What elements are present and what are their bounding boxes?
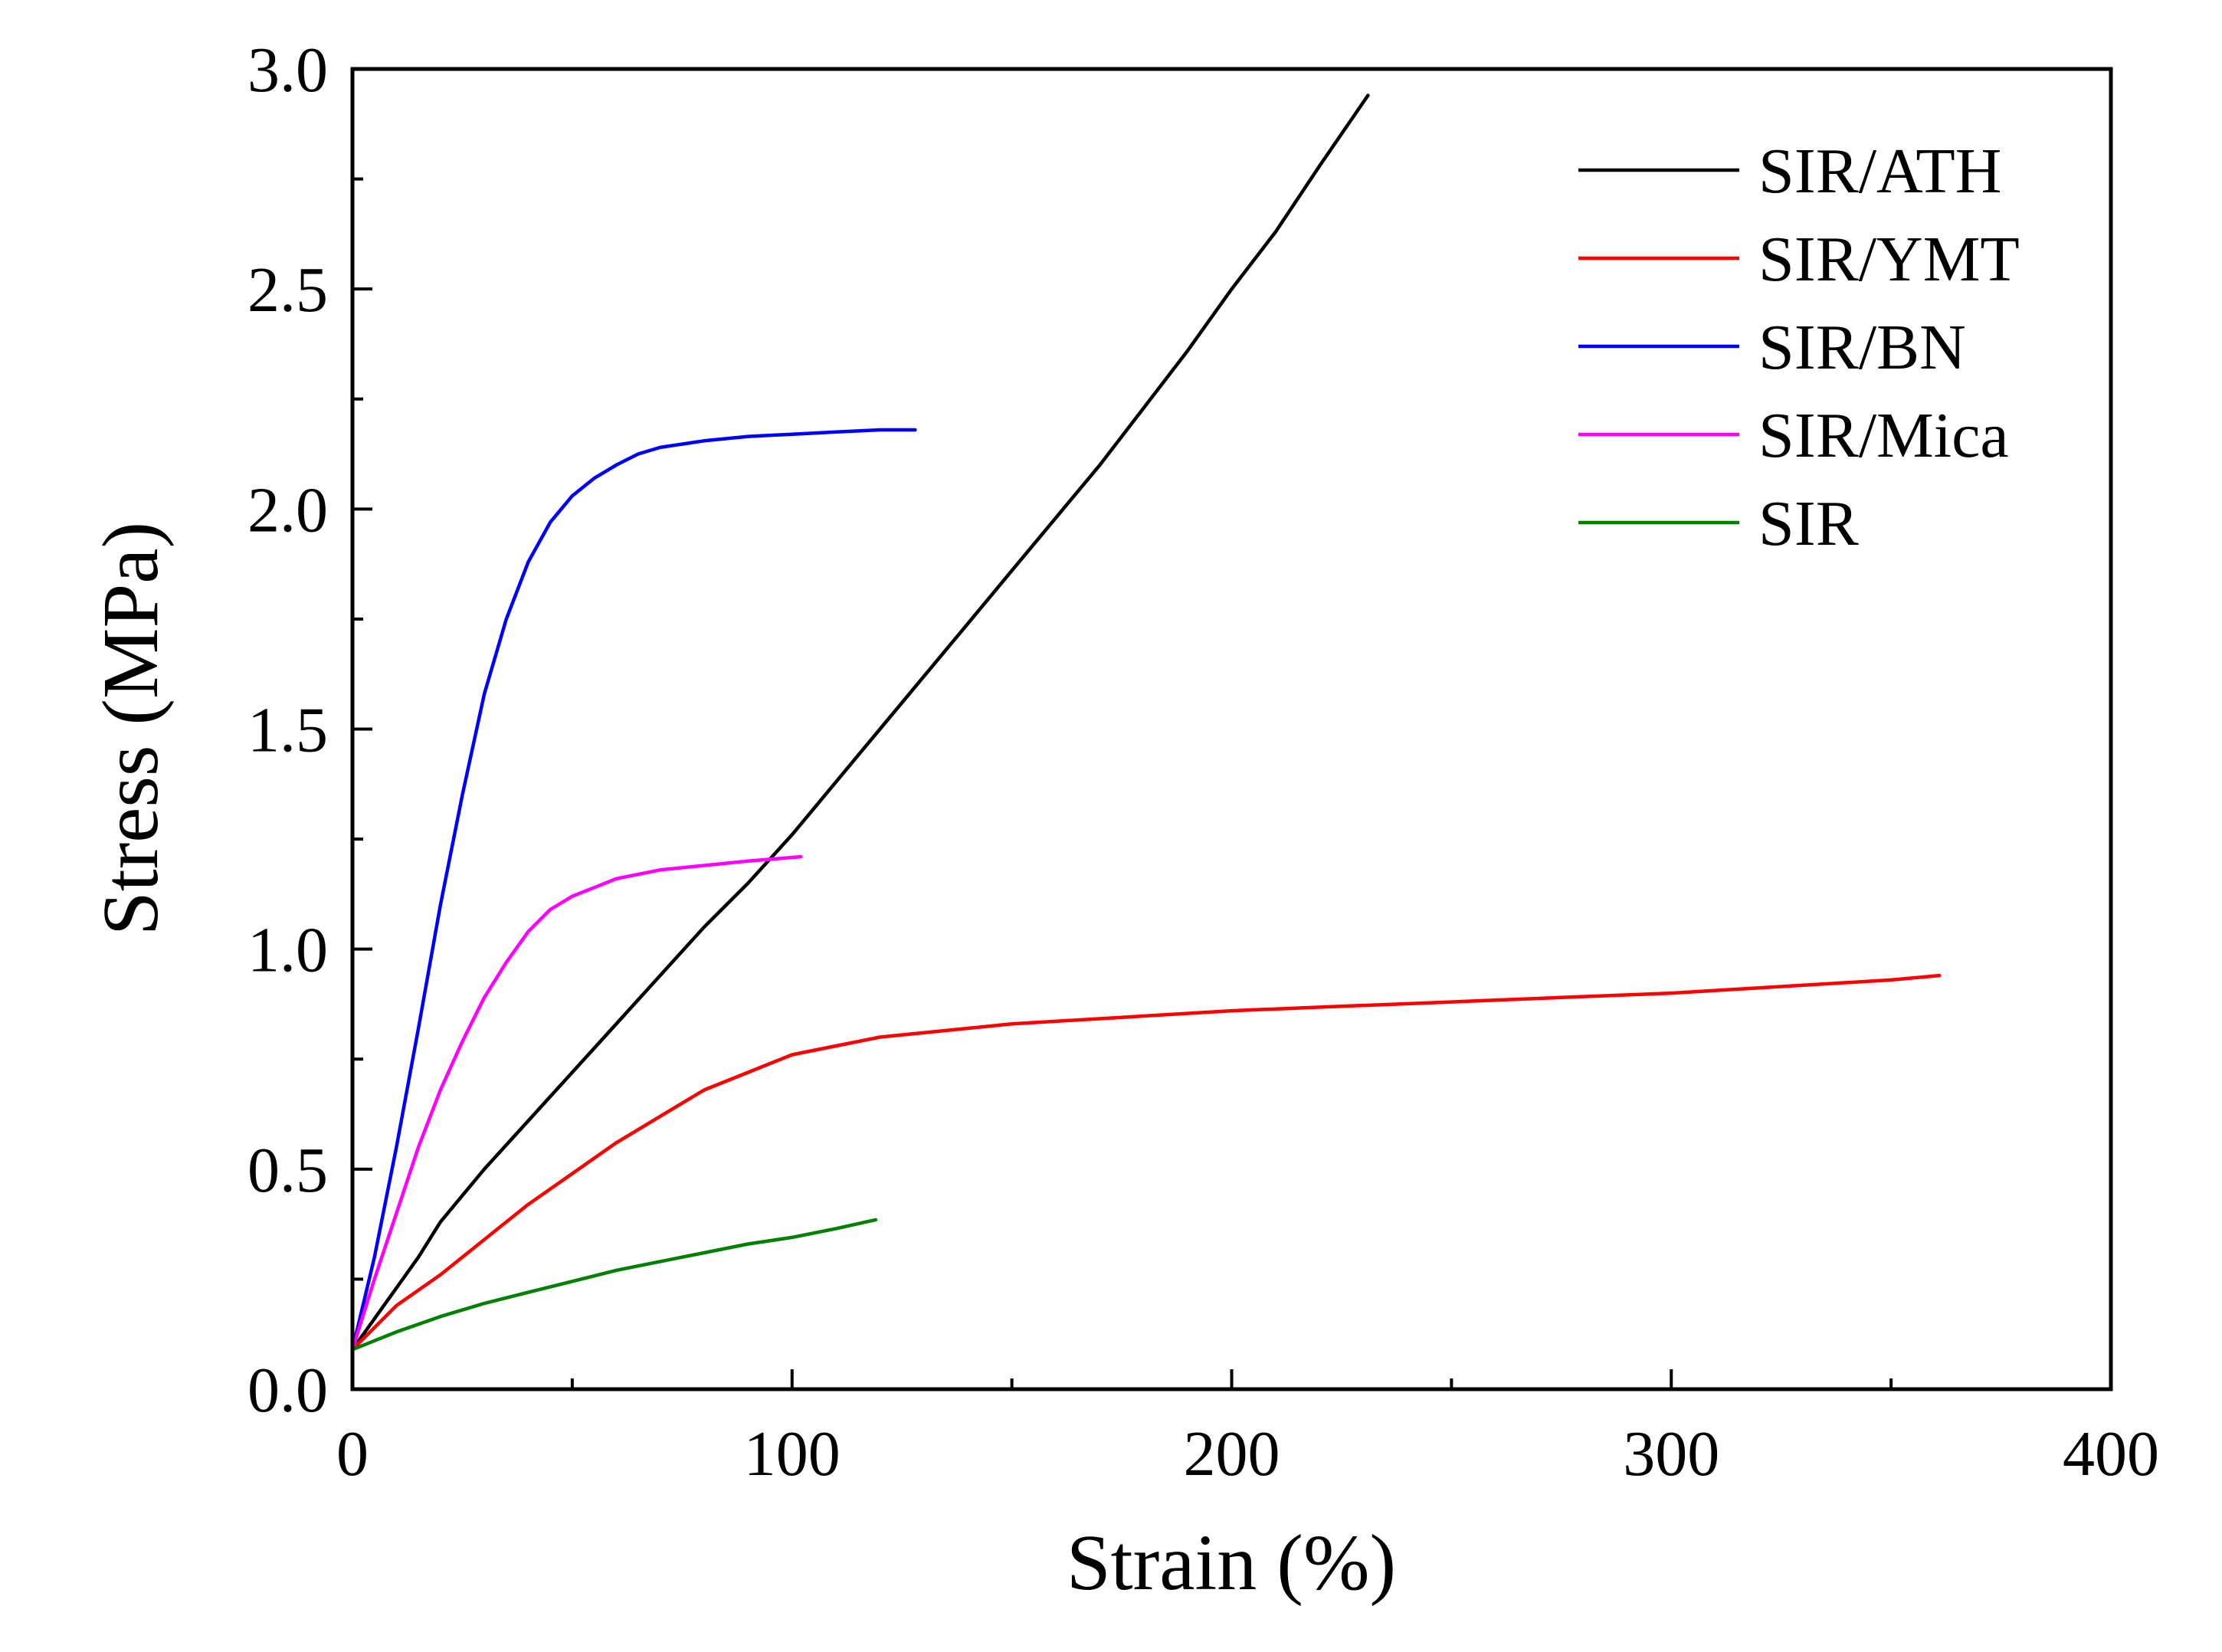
y-axis: 0.0 0.5 1.0 1.5 2.0 2.5 3.0 [247, 34, 372, 1426]
y-tick-label: 1.0 [247, 915, 328, 986]
y-axis-title: Stress (MPa) [87, 522, 175, 936]
y-tick-label: 2.0 [247, 474, 328, 546]
y-tick-label: 2.5 [247, 254, 328, 326]
x-tick-label: 200 [1184, 1418, 1280, 1490]
series-line-sir-bn [350, 428, 917, 1352]
x-tick-label: 0 [336, 1418, 369, 1490]
series-line-sir-ath [350, 93, 1370, 1352]
y-tick-label: 0.0 [247, 1355, 328, 1426]
series-line-sir-ymt [350, 973, 1942, 1352]
legend-label: SIR/Mica [1758, 400, 2009, 471]
y-tick-label: 1.5 [247, 695, 328, 766]
y-tick-label: 3.0 [247, 34, 328, 106]
x-tick-label: 300 [1623, 1418, 1719, 1490]
x-tick-label: 400 [2063, 1418, 2159, 1490]
x-axis-title: Strain (%) [1067, 1519, 1396, 1607]
series-layer [350, 93, 1942, 1352]
legend-label: SIR/ATH [1758, 136, 2001, 207]
legend-label: SIR/YMT [1758, 224, 2020, 295]
legend: SIR/ATH SIR/YMT SIR/BN SIR/Mica SIR [1578, 136, 2020, 559]
x-axis: 0 100 200 300 400 [336, 1369, 2159, 1490]
series-line-sir-mica [350, 854, 803, 1352]
y-tick-label: 0.5 [247, 1135, 328, 1206]
legend-label: SIR/BN [1758, 312, 1966, 383]
x-tick-label: 100 [744, 1418, 841, 1490]
series-line-sir [350, 1218, 878, 1352]
legend-label: SIR [1758, 488, 1859, 559]
